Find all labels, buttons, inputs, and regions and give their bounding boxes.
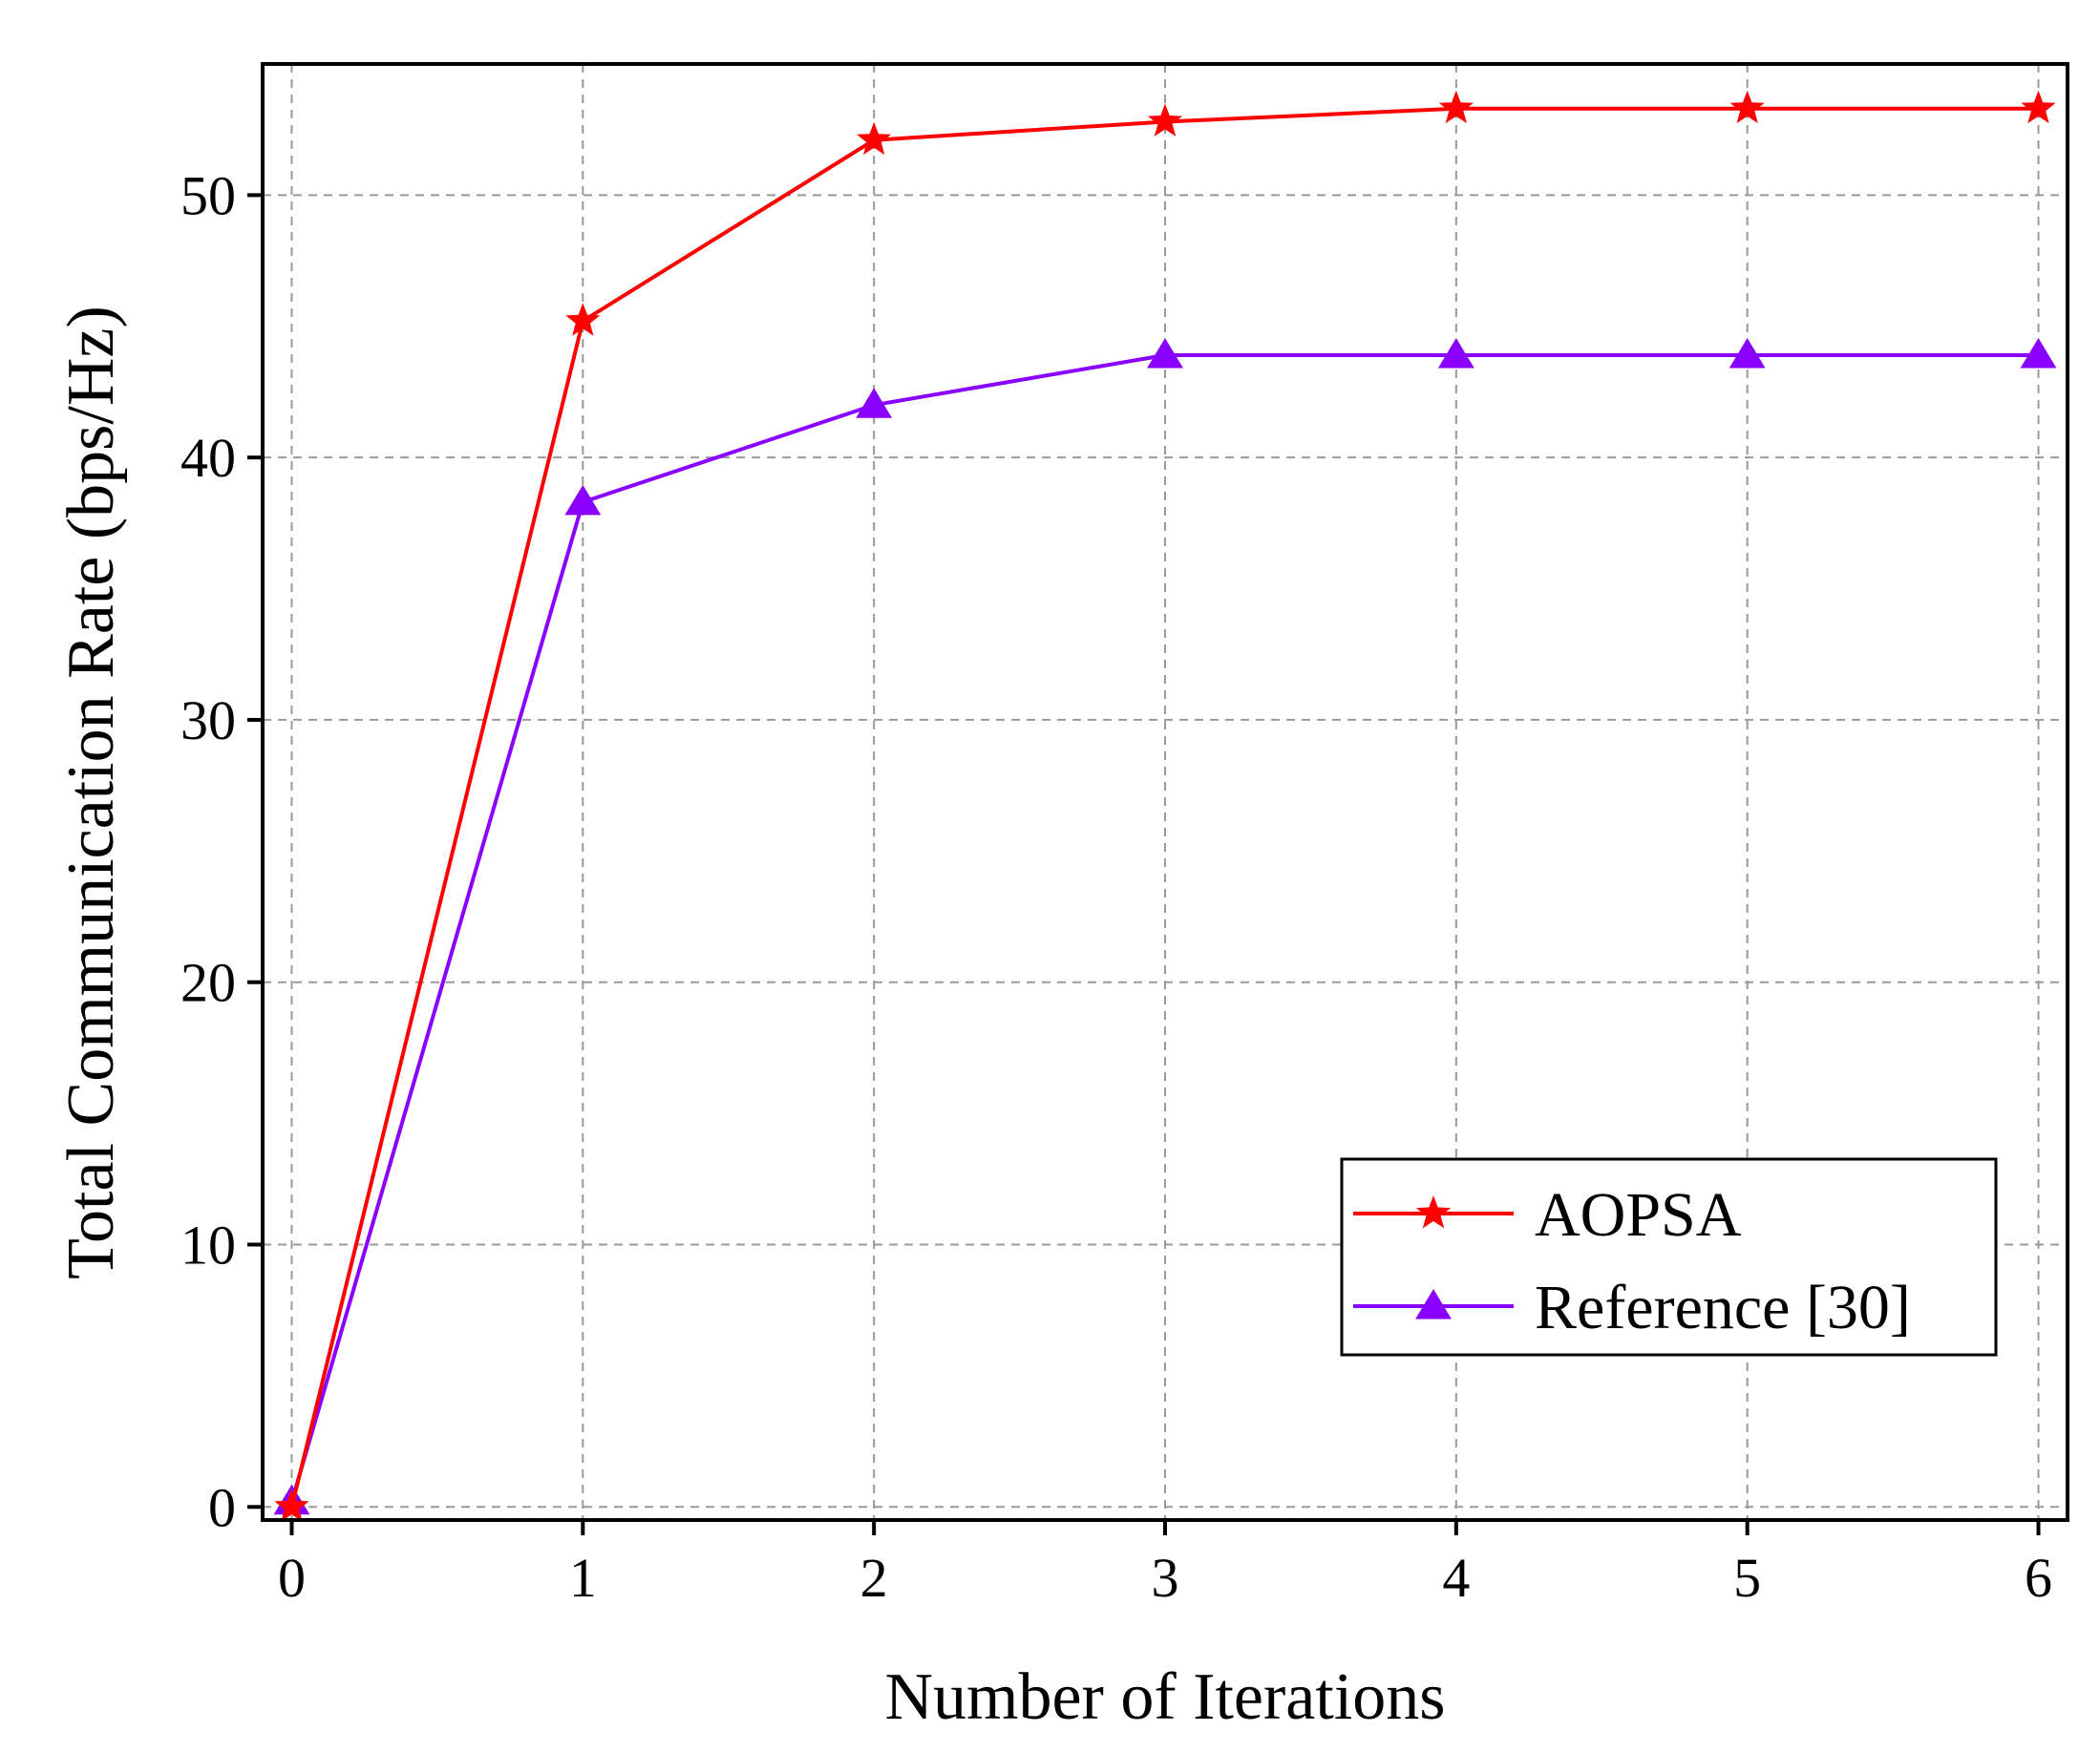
data-point-reference-30-3: [1147, 338, 1183, 369]
data-point-aopsa-5: [1729, 90, 1765, 124]
y-tick-label-40: 40: [180, 427, 236, 489]
data-point-reference-30-1: [564, 484, 602, 516]
data-point-aopsa-3: [1147, 103, 1183, 137]
y-tick-label-10: 10: [180, 1214, 236, 1276]
data-point-aopsa-2: [857, 121, 892, 156]
x-tick-label-5: 5: [1733, 1547, 1761, 1609]
x-axis-title: Number of Iterations: [884, 1660, 1445, 1734]
legend-label-aopsa: AOPSA: [1535, 1180, 1742, 1250]
data-point-reference-30-2: [856, 388, 893, 418]
axes: 0 1 2 3 4 5 6 0 10 20 30 40 50: [180, 164, 2052, 1609]
series: [273, 90, 2057, 1522]
x-tick-label-4: 4: [1442, 1547, 1470, 1609]
y-tick-label-50: 50: [180, 164, 236, 226]
x-tick-label-3: 3: [1152, 1547, 1179, 1609]
data-point-aopsa-0: [274, 1489, 309, 1522]
data-point-reference-30-4: [1437, 338, 1474, 369]
y-tick-label-20: 20: [180, 952, 236, 1014]
data-point-reference-30-5: [1729, 338, 1766, 369]
plot-frame: [261, 62, 2069, 1522]
data-point-aopsa-6: [2021, 90, 2056, 124]
data-point-reference-30-6: [2020, 338, 2057, 369]
x-tick-label-2: 2: [860, 1547, 888, 1609]
y-axis-title: Total Communication Rate (bps/Hz): [54, 306, 128, 1279]
legend: AOPSA Reference [30]: [1340, 1157, 1998, 1357]
y-tick-label-30: 30: [180, 689, 236, 751]
y-tick-label-0: 0: [208, 1476, 236, 1538]
data-point-aopsa-1: [565, 303, 601, 336]
legend-marker-aopsa: [1415, 1195, 1452, 1229]
data-point-aopsa-4: [1438, 90, 1474, 124]
legend-marker-reference-30: [1415, 1289, 1452, 1320]
x-tick-label-0: 0: [278, 1547, 306, 1609]
legend-box: [1340, 1157, 1998, 1357]
x-tick-label-6: 6: [2025, 1547, 2052, 1609]
legend-label-reference-30: Reference [30]: [1535, 1273, 1911, 1342]
x-tick-label-1: 1: [569, 1547, 597, 1609]
series-aopsa: [274, 90, 2056, 1522]
grid: [263, 64, 2068, 1520]
